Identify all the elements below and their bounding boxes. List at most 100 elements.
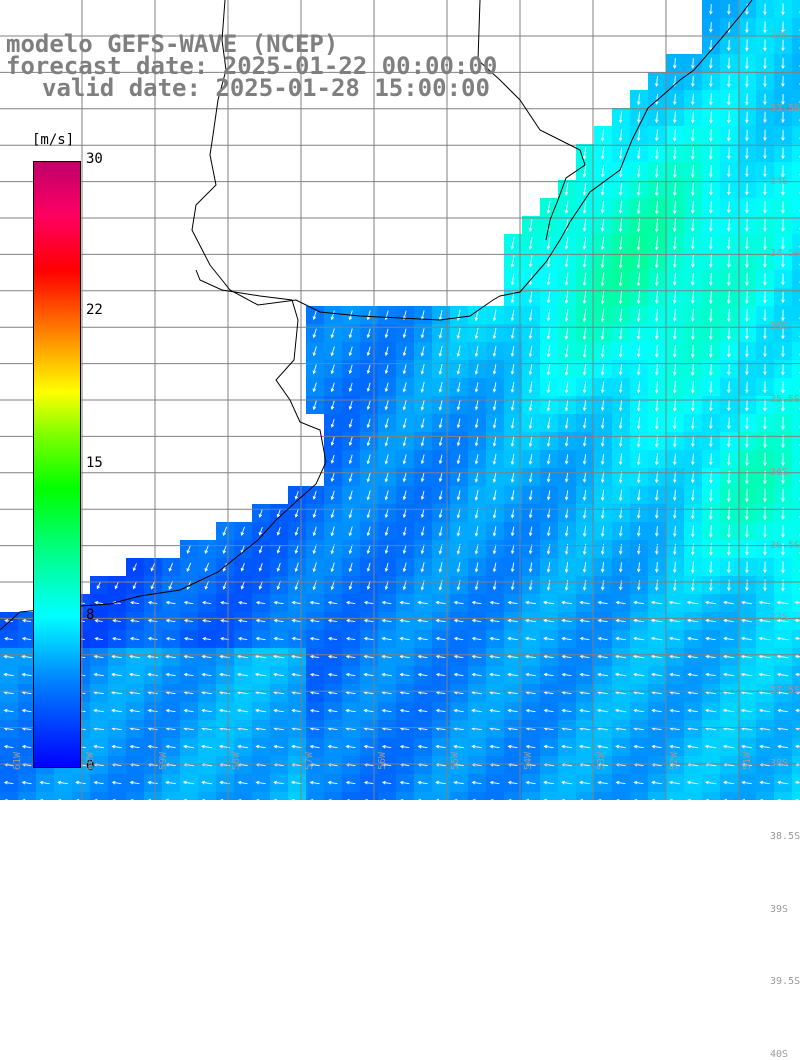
wind-cell [270,792,288,800]
longitude-label: 52W [669,752,680,770]
wind-cell [756,792,774,800]
wind-cell [414,792,432,800]
latitude-label: 34S [770,176,788,187]
wind-cell [252,792,270,800]
wind-cell [648,792,666,800]
wind-cell [792,54,800,72]
colorbar-unit: [m/s] [32,132,74,148]
wind-cell [792,342,800,360]
wind-cell [306,792,324,800]
wind-cell [630,792,648,800]
wind-cell [378,792,396,800]
wind-cell [234,792,252,800]
longitude-label: 53W [596,752,607,770]
latitude-label: 36.5S [770,540,800,551]
wind-cell [54,792,72,800]
wind-cell [792,36,800,54]
wind-cell [792,18,800,36]
wind-cell [324,792,342,800]
wind-cell [450,792,468,800]
latitude-label: 39S [770,904,788,915]
wind-cell [396,792,414,800]
wind-cell [0,792,18,800]
wind-cell [666,792,684,800]
wind-cell [792,144,800,162]
wind-cell [792,72,800,90]
wind-cell [486,792,504,800]
wind-cell [792,792,800,800]
wind-cell [792,306,800,324]
latitude-label: 38S [770,758,788,769]
wind-cell [720,792,738,800]
wind-cell [360,792,378,800]
wind-cell [792,468,800,486]
latitude-label: 34.5S [770,248,800,259]
colorbar [33,161,81,768]
wind-cell [792,504,800,522]
colorbar-tick-15: 15 [86,455,103,471]
wind-cell [558,792,576,800]
valid-date: valid date: 2025-01-28 15:00:00 [42,76,490,100]
wind-cell [792,450,800,468]
wind-cell [144,792,162,800]
wind-cell [576,792,594,800]
wind-cell [792,432,800,450]
wind-cell [612,792,630,800]
latitude-label: 33.5S [770,103,800,114]
latitude-label: 33S [770,30,788,41]
wind-cell [90,792,108,800]
wind-cell [468,792,486,800]
latitude-label: 39.5S [770,976,800,987]
wind-cell [36,792,54,800]
wind-cell [792,198,800,216]
wind-cell [522,792,540,800]
wind-cell [216,792,234,800]
latitude-label: 37.5S [770,685,800,696]
wind-cell [72,792,90,800]
longitude-label: 57W [304,752,315,770]
wind-cell [504,792,522,800]
wind-field-map [0,0,800,800]
latitude-label: 35.5S [770,394,800,405]
wind-cell [792,576,800,594]
wind-cell [162,792,180,800]
latitude-label: 36S [770,467,788,478]
wind-cell [198,792,216,800]
wind-cell [792,558,800,576]
wind-cell [288,792,306,800]
latitude-label: 35S [770,321,788,332]
wind-cell [108,792,126,800]
wind-cell [684,792,702,800]
colorbar-tick-8: 8 [86,607,94,623]
longitude-label: 61W [12,752,23,770]
longitude-label: 56W [377,752,388,770]
longitude-label: 51W [742,752,753,770]
wind-cell [792,270,800,288]
wind-cell [792,180,800,198]
wind-cell [792,126,800,144]
wind-cell [792,414,800,432]
wind-cell [792,162,800,180]
longitude-label: 58W [231,752,242,770]
wind-cell [792,0,800,18]
wind-cell [702,792,720,800]
wind-cell [594,792,612,800]
wind-cell [342,792,360,800]
longitude-label: 59W [158,752,169,770]
longitude-label: 54W [523,752,534,770]
latitude-label: 38.5S [770,831,800,842]
wind-cell [738,792,756,800]
colorbar-tick-30: 30 [86,151,103,167]
wind-cell [792,216,800,234]
wind-cell [774,792,792,800]
wind-cell [18,792,36,800]
colorbar-tick-22: 22 [86,302,103,318]
wind-cell [792,360,800,378]
wind-cell [540,792,558,800]
latitude-label: 40S [770,1049,788,1060]
longitude-label: 60W [85,752,96,770]
wind-cell [792,522,800,540]
latitude-label: 37S [770,612,788,623]
wind-cell [792,486,800,504]
wind-cell [126,792,144,800]
